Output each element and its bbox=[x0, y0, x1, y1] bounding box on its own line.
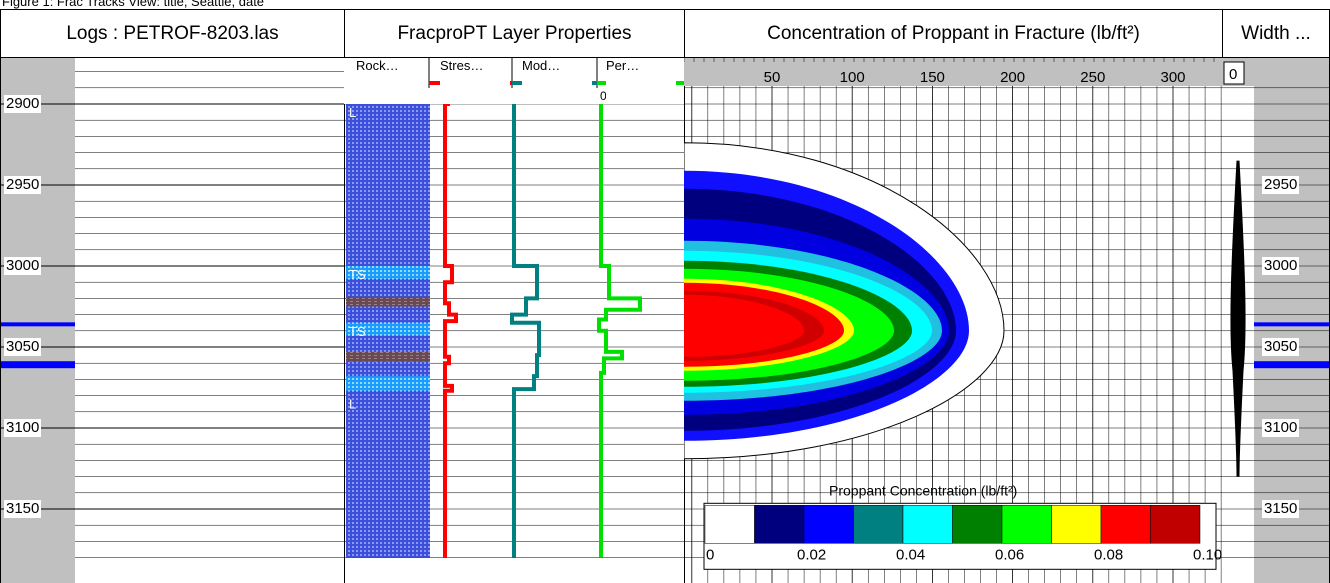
depth-tick-label: 2950 bbox=[4, 176, 42, 194]
perm-track-label[interactable]: Per… bbox=[606, 58, 676, 104]
rock-tight-sand bbox=[346, 266, 430, 279]
modulus-curve bbox=[510, 104, 541, 558]
width-axis-label: 0 bbox=[1229, 66, 1237, 83]
logs-header[interactable]: Logs : PETROF-8203.las bbox=[0, 9, 345, 58]
conc-axis-tick-label: 300 bbox=[1160, 69, 1185, 86]
concentration-header[interactable]: Concentration of Proppant in Fracture (l… bbox=[684, 9, 1223, 58]
legend-tick-label: 0.08 bbox=[1094, 546, 1123, 563]
legend-swatch bbox=[1051, 505, 1102, 544]
legend-tick-label: 0.10 bbox=[1193, 546, 1222, 563]
legend-tick-label: 0.02 bbox=[797, 546, 826, 563]
conc-axis-bar bbox=[684, 58, 1222, 86]
layer-properties-panel[interactable]: 02LTSTSL Rock… Stres… Mod… Per… bbox=[344, 58, 685, 583]
conc-band-0.085 bbox=[684, 294, 804, 357]
legend-tick-label: 0 bbox=[706, 546, 714, 563]
layer-properties-header[interactable]: FracproPT Layer Properties bbox=[344, 9, 685, 58]
rock-shale bbox=[346, 296, 430, 307]
rock-track-label[interactable]: Rock… bbox=[356, 58, 428, 104]
perforation-marker bbox=[1, 322, 75, 327]
legend-title: Proppant Concentration (lb/ft²) bbox=[829, 482, 1017, 498]
rock-type-label: L bbox=[349, 397, 356, 412]
rock-shale bbox=[346, 351, 430, 362]
depth-tick-label: 3050 bbox=[1262, 338, 1300, 356]
conc-axis-tick-label: 50 bbox=[764, 69, 781, 86]
legend-swatch bbox=[803, 505, 854, 544]
legend-swatch bbox=[1150, 505, 1201, 544]
concentration-plot: 50 100 150 200 250 300 Proppant Concentration … bbox=[684, 58, 1222, 583]
rock-tight-sand bbox=[346, 322, 430, 336]
conc-axis-tick-label: 150 bbox=[920, 69, 945, 86]
width-panel[interactable]: 0 bbox=[1222, 58, 1330, 583]
rock-limestone bbox=[346, 361, 430, 377]
depth-tick-label: 3100 bbox=[1262, 419, 1300, 437]
perm-curve bbox=[597, 104, 642, 558]
stress-track-label[interactable]: Stres… bbox=[440, 58, 510, 104]
logs-panel[interactable] bbox=[0, 58, 345, 583]
width-header[interactable]: Width ... bbox=[1222, 9, 1330, 58]
legend-tick-label: 0.04 bbox=[896, 546, 925, 563]
stress-curve bbox=[443, 102, 458, 558]
rock-type-label: L bbox=[349, 105, 356, 120]
legend-swatch bbox=[902, 505, 953, 544]
legend-swatch bbox=[853, 505, 904, 544]
legend-swatch bbox=[754, 505, 805, 544]
conc-axis-tick-label: 100 bbox=[840, 69, 865, 86]
rock-limestone bbox=[346, 306, 430, 323]
legend-swatch bbox=[704, 505, 755, 544]
conc-axis-tick-label: 250 bbox=[1080, 69, 1105, 86]
depth-tick-label: 2900 bbox=[4, 95, 42, 113]
depth-tick-label: 3000 bbox=[4, 257, 42, 275]
rock-tight-sand bbox=[346, 376, 430, 391]
depth-tick-label: 3100 bbox=[4, 419, 42, 437]
depth-tick-label: 3000 bbox=[1262, 257, 1300, 275]
perforation-marker bbox=[1254, 361, 1329, 369]
legend-swatch bbox=[1001, 505, 1052, 544]
rock-limestone bbox=[346, 278, 430, 297]
depth-tick-label: 3050 bbox=[4, 338, 42, 356]
legend-tick-label: 0.06 bbox=[995, 546, 1024, 563]
depth-tick-label: 3150 bbox=[1262, 500, 1300, 518]
depth-tick-label: 2950 bbox=[1262, 176, 1300, 194]
conc-axis-tick-label: 200 bbox=[1000, 69, 1025, 86]
perforation-marker bbox=[1, 361, 75, 369]
perforation-marker bbox=[1254, 322, 1329, 327]
logs-grid bbox=[1, 71, 344, 558]
legend-swatch bbox=[1100, 505, 1151, 544]
depth-gutter bbox=[1, 58, 75, 583]
depth-tick-label: 3150 bbox=[4, 500, 42, 518]
rock-limestone bbox=[346, 335, 430, 352]
rock-type-label: TS bbox=[349, 267, 366, 282]
figure-caption: Figure 1: Frac Tracks View: title, Seatt… bbox=[2, 0, 265, 9]
rock-type-label: TS bbox=[349, 324, 366, 339]
width-profile bbox=[1230, 160, 1246, 477]
layer-tracks: 02LTSTSL bbox=[344, 58, 684, 558]
width-plot: 0 bbox=[1222, 58, 1329, 583]
legend-swatch bbox=[952, 505, 1003, 544]
concentration-panel[interactable]: 50 100 150 200 250 300 Proppant Concentration … bbox=[684, 58, 1223, 583]
perm-scale-min: 0 bbox=[600, 89, 607, 103]
modulus-track-label[interactable]: Mod… bbox=[522, 58, 592, 104]
width-axis-box bbox=[1223, 61, 1245, 85]
width-gutter bbox=[1254, 58, 1329, 583]
